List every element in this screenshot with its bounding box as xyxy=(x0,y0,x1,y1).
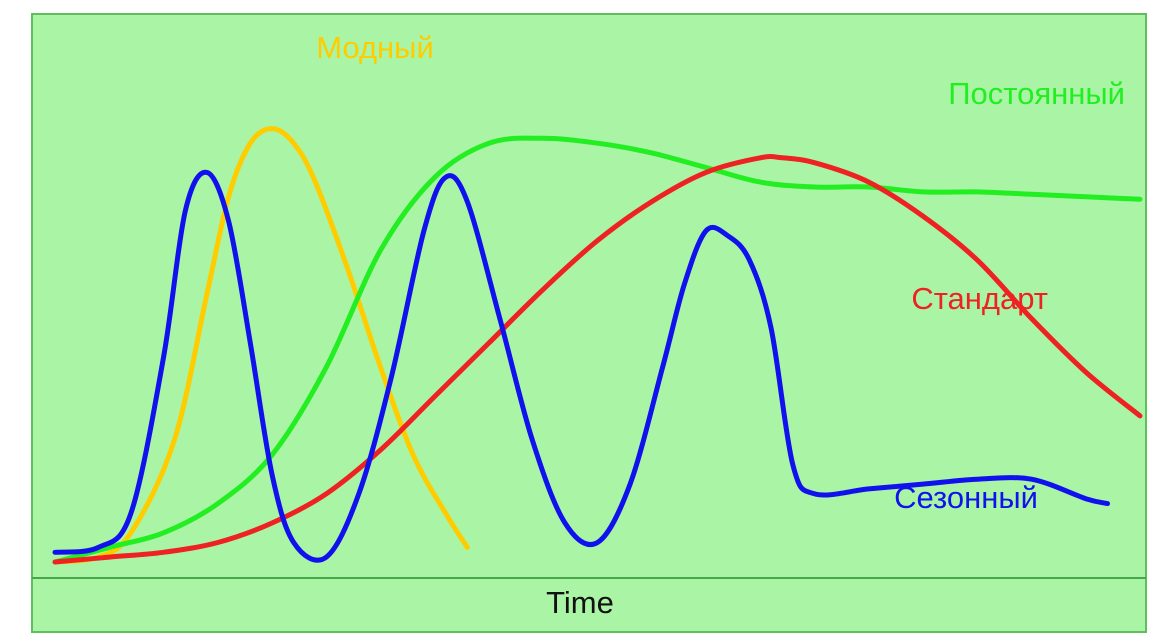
series-line-seasonal xyxy=(52,169,1110,563)
series-line-fad xyxy=(52,126,470,565)
series-line-permanent xyxy=(52,135,1143,565)
plot-background xyxy=(31,13,1147,633)
series-label-seasonal: Сезонный xyxy=(894,480,1038,515)
series-labels: Модный Постоянный Стандарт Сезонный xyxy=(316,30,1125,515)
series-label-fad: Модный xyxy=(316,30,434,65)
series-label-standard: Стандарт xyxy=(911,281,1048,316)
series-lines xyxy=(52,126,1143,565)
series-line-standard xyxy=(52,154,1143,565)
x-axis-title: Time xyxy=(546,585,614,620)
series-label-permanent: Постоянный xyxy=(948,76,1125,111)
